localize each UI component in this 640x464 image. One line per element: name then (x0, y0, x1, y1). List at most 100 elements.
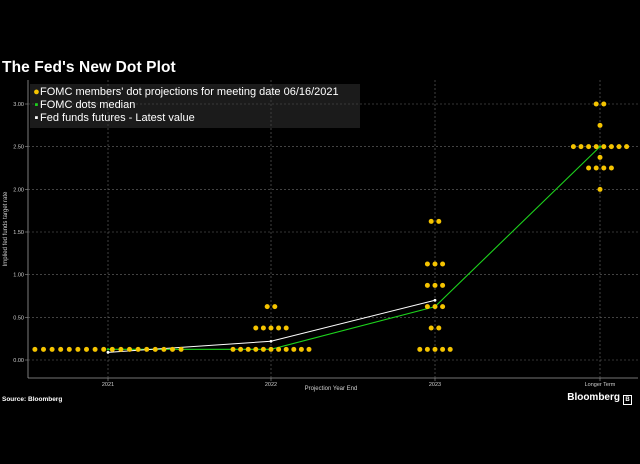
dot-point (58, 346, 64, 352)
dot-point (238, 346, 244, 352)
dot-point (264, 304, 270, 310)
median-point (598, 145, 602, 148)
dot-point (170, 346, 175, 352)
dot-point (245, 346, 251, 352)
x-tick-label: 2021 (102, 382, 114, 388)
legend-item-dots: ●FOMC members' dot projections for meeti… (33, 86, 339, 99)
dot-point (135, 346, 141, 352)
dot-point (152, 346, 158, 352)
dot-point (424, 346, 430, 352)
dot-point (417, 346, 423, 352)
dot-point (75, 346, 81, 352)
dot-point (593, 165, 599, 171)
median-line (108, 146, 601, 350)
brand-name: Bloomberg (567, 392, 620, 403)
dot-point (570, 144, 576, 150)
dot-point (253, 325, 259, 331)
dot-point (283, 325, 289, 331)
dot-point (161, 346, 167, 352)
dot-point (440, 261, 446, 267)
dot-point (49, 346, 55, 352)
logo-icon: B (623, 395, 632, 405)
dot-point (432, 282, 438, 288)
dot-point (272, 304, 278, 310)
dot-point (586, 165, 592, 171)
dot-point (424, 261, 430, 267)
x-axis-label: Projection Year End (305, 386, 358, 392)
dot-point (436, 218, 442, 224)
dot-point (597, 186, 603, 192)
dot-point (586, 144, 592, 150)
legend-label-dots: FOMC members' dot projections for meetin… (40, 86, 339, 98)
grid-lines (25, 80, 638, 381)
legend-item-median: ▪ FOMC dots median (33, 99, 136, 112)
futures-point (106, 350, 110, 354)
dot-point (260, 325, 266, 331)
dot-point (306, 346, 312, 352)
y-tick-label: 1.50 (13, 230, 24, 236)
dot-point (424, 304, 430, 310)
y-tick-labels: 0.00 0.50 1.00 1.50 2.00 2.50 3.00 (13, 102, 24, 364)
dot-point (178, 346, 184, 352)
dot-point (432, 346, 438, 352)
line-icon: ▪ (34, 112, 39, 124)
y-axis-label: Implied fed funds target rate (3, 191, 9, 266)
dot-point (276, 346, 282, 352)
dot-point (118, 346, 124, 352)
dot-point (432, 261, 438, 267)
dot-point (92, 346, 98, 352)
dot-point (268, 346, 274, 352)
dot-point (608, 144, 614, 150)
line-icon: ▪ (34, 99, 39, 111)
dot-point (291, 346, 297, 352)
y-tick-label: 2.50 (13, 145, 24, 151)
futures-point (433, 298, 437, 302)
dot-point (432, 304, 438, 310)
legend-item-futures: ▪ Fed funds futures - Latest value (33, 112, 195, 125)
dot-point (593, 144, 599, 150)
dot-point (260, 346, 266, 352)
dot-point (608, 165, 614, 171)
dot-point (440, 346, 446, 352)
dot-point (447, 346, 453, 352)
y-tick-label: 1.00 (13, 273, 24, 279)
dot-point (144, 346, 150, 352)
dot-projections (32, 101, 630, 352)
dot-point (597, 154, 603, 160)
dot-point (424, 282, 430, 288)
dot-point (41, 346, 46, 352)
dot-point (428, 218, 434, 224)
dot-point (66, 346, 72, 352)
dot-point (268, 325, 274, 331)
legend: ●FOMC members' dot projections for meeti… (30, 84, 360, 128)
dot-point (593, 101, 599, 107)
brand-logo: Bloomberg B (567, 392, 632, 405)
y-tick-label: 0.50 (13, 315, 24, 321)
legend-label-futures: Fed funds futures - Latest value (40, 112, 195, 124)
dot-point (436, 325, 442, 331)
series-lines (106, 145, 602, 354)
dot-point (283, 346, 289, 352)
dot-point (601, 101, 607, 107)
dot-point (84, 346, 89, 352)
dot-point (298, 346, 304, 352)
dot-point (440, 304, 446, 310)
dot-point (624, 144, 630, 150)
dot-point (127, 346, 132, 352)
source-note: Source: Bloomberg (2, 396, 63, 403)
dot-point (616, 144, 622, 150)
y-tick-label: 0.00 (13, 358, 24, 364)
dot-point (276, 325, 282, 331)
x-tick-label: 2022 (265, 382, 277, 388)
dot-icon: ● (33, 86, 40, 98)
dot-point (440, 282, 446, 288)
dot-point (101, 346, 107, 352)
x-tick-labels: 2021 2022 2023 Longer Term (102, 382, 616, 388)
y-tick-label: 2.00 (13, 187, 24, 193)
futures-point (269, 339, 273, 343)
dot-point (601, 165, 607, 171)
dot-point (578, 144, 584, 150)
median-point (106, 348, 110, 351)
dot-point (597, 122, 603, 128)
